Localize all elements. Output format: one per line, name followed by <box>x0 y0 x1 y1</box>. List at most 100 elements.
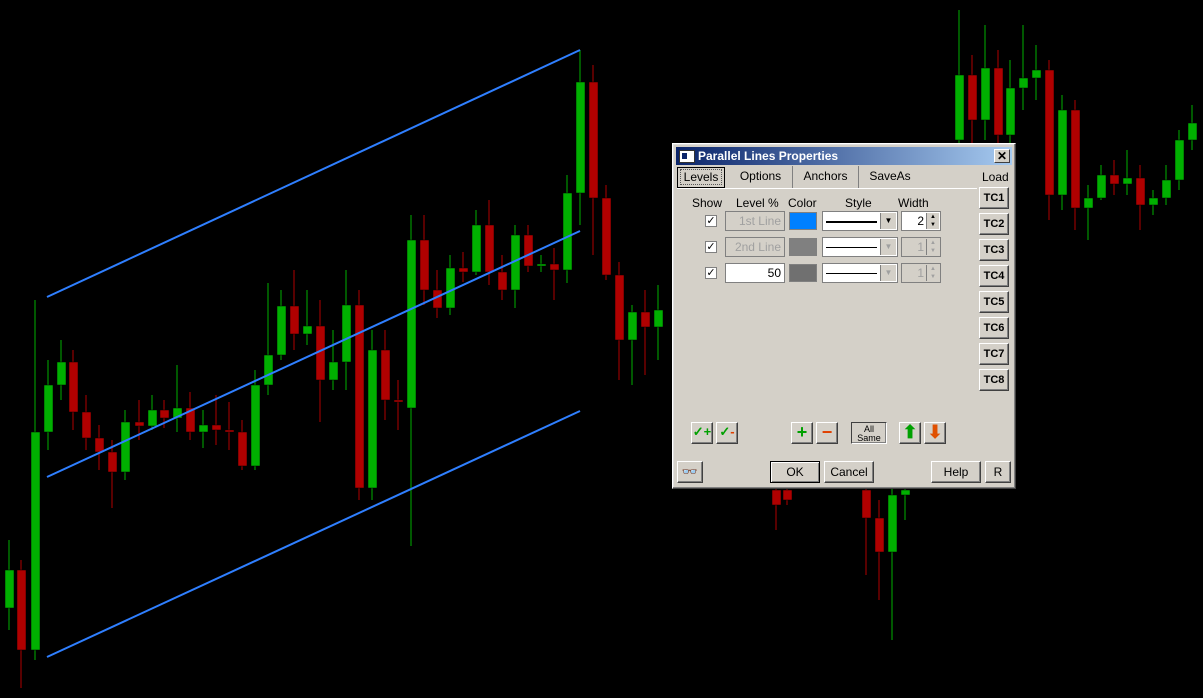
candle-body <box>1083 197 1094 209</box>
add-level-icon[interactable]: + <box>791 422 813 444</box>
candle-body <box>380 349 391 401</box>
cancel-button[interactable]: Cancel <box>824 461 874 483</box>
candle-body <box>211 424 222 431</box>
candle-body <box>94 437 105 453</box>
tc6-button[interactable]: TC6 <box>979 317 1009 339</box>
candle-body <box>147 409 158 427</box>
candle-body <box>1161 179 1172 199</box>
candle-body <box>224 429 235 433</box>
candle-body <box>967 74 978 121</box>
candle-body <box>393 399 404 403</box>
candle-body <box>874 517 885 553</box>
all-same-button[interactable]: All Same <box>851 422 887 444</box>
spinner-icon[interactable]: ▲ ▼ <box>926 213 939 229</box>
tab-options[interactable]: Options <box>729 166 793 188</box>
load-label: Load <box>982 170 1009 184</box>
tc8-button[interactable]: TC8 <box>979 369 1009 391</box>
level1-style-select[interactable]: ▼ <box>822 211 898 231</box>
candle-body <box>107 451 118 473</box>
remove-level-icon[interactable]: − <box>816 422 838 444</box>
tab-anchors[interactable]: Anchors <box>793 166 859 188</box>
candle-body <box>276 305 287 356</box>
level1-value-field[interactable]: 1st Line <box>725 211 785 231</box>
chevron-down-icon[interactable]: ▼ <box>880 239 896 255</box>
level3-style-select[interactable]: ▼ <box>822 263 898 283</box>
channel-upper-line <box>46 49 581 298</box>
glasses-icon[interactable]: 👓 <box>677 461 703 483</box>
candle-body <box>1031 69 1042 79</box>
tab-divider <box>677 188 977 189</box>
level2-show-checkbox[interactable]: ✓ <box>705 241 717 253</box>
reset-button[interactable]: R <box>985 461 1011 483</box>
arrow-up-icon[interactable]: ⬆ <box>899 422 921 444</box>
tab-levels[interactable]: Levels <box>677 167 725 188</box>
header-style: Style <box>845 196 872 210</box>
tab-saveas[interactable]: SaveAs <box>869 169 911 183</box>
candle-body <box>30 431 41 651</box>
candle-body <box>172 407 183 419</box>
candle-body <box>1135 177 1146 206</box>
tc3-button[interactable]: TC3 <box>979 239 1009 261</box>
candle-body <box>523 234 534 267</box>
ok-button[interactable]: OK <box>770 461 820 483</box>
level1-show-checkbox[interactable]: ✓ <box>705 215 717 227</box>
candle-body <box>185 407 196 433</box>
candle-body <box>1174 139 1185 181</box>
arrow-down-icon[interactable]: ⬇ <box>924 422 946 444</box>
level2-color-swatch[interactable] <box>789 238 817 256</box>
candle-body <box>263 354 274 386</box>
parallel-lines-properties-dialog: Parallel Lines Properties ✕ Levels Optio… <box>672 143 1016 489</box>
candle-body <box>782 489 793 501</box>
candle-body <box>1070 109 1081 209</box>
candle-body <box>445 267 456 309</box>
level1-width-stepper[interactable]: 2 ▲ ▼ <box>901 211 941 231</box>
level2-width-stepper[interactable]: 1 ▲ ▼ <box>901 237 941 257</box>
candle-body <box>627 311 638 341</box>
check-all-icon[interactable]: ✓+ <box>691 422 713 444</box>
candle-body <box>341 304 352 363</box>
spinner-icon[interactable]: ▲ ▼ <box>926 265 939 281</box>
candle-body <box>198 424 209 433</box>
candle-body <box>588 81 599 199</box>
candle-body <box>289 305 300 335</box>
level3-show-checkbox[interactable]: ✓ <box>705 267 717 279</box>
candle-body <box>1122 177 1133 185</box>
uncheck-all-icon[interactable]: ✓- <box>716 422 738 444</box>
dialog-titlebar[interactable]: Parallel Lines Properties ✕ <box>676 147 1012 165</box>
chevron-down-icon[interactable]: ▼ <box>880 213 896 229</box>
candle-body <box>16 569 27 651</box>
candle-body <box>302 325 313 335</box>
candle-body <box>954 74 965 141</box>
tc5-button[interactable]: TC5 <box>979 291 1009 313</box>
help-button[interactable]: Help <box>931 461 981 483</box>
candle-body <box>328 361 339 381</box>
spinner-icon[interactable]: ▲ ▼ <box>926 239 939 255</box>
candle-body <box>993 67 1004 136</box>
tc7-button[interactable]: TC7 <box>979 343 1009 365</box>
level1-color-swatch[interactable] <box>789 212 817 230</box>
candle-body <box>484 224 495 273</box>
candle-body <box>1018 77 1029 89</box>
level3-value-field[interactable]: 50 <box>725 263 785 283</box>
chevron-down-icon[interactable]: ▼ <box>880 265 896 281</box>
candle-body <box>43 384 54 433</box>
channel-lower-line <box>46 410 581 658</box>
tc1-button[interactable]: TC1 <box>979 187 1009 209</box>
tc2-button[interactable]: TC2 <box>979 213 1009 235</box>
header-show: Show <box>692 196 723 210</box>
level3-color-swatch[interactable] <box>789 264 817 282</box>
tc4-button[interactable]: TC4 <box>979 265 1009 287</box>
close-icon[interactable]: ✕ <box>994 149 1010 163</box>
candle-body <box>1109 174 1120 185</box>
header-color: Color <box>788 196 817 210</box>
level3-width-stepper[interactable]: 1 ▲ ▼ <box>901 263 941 283</box>
candle-body <box>134 421 145 427</box>
candle-body <box>771 489 782 506</box>
candle-body <box>1005 87 1016 136</box>
level2-style-select[interactable]: ▼ <box>822 237 898 257</box>
level2-value-field[interactable]: 2nd Line <box>725 237 785 257</box>
candle-body <box>980 67 991 121</box>
candle-body <box>4 569 15 609</box>
candle-body <box>56 361 67 386</box>
